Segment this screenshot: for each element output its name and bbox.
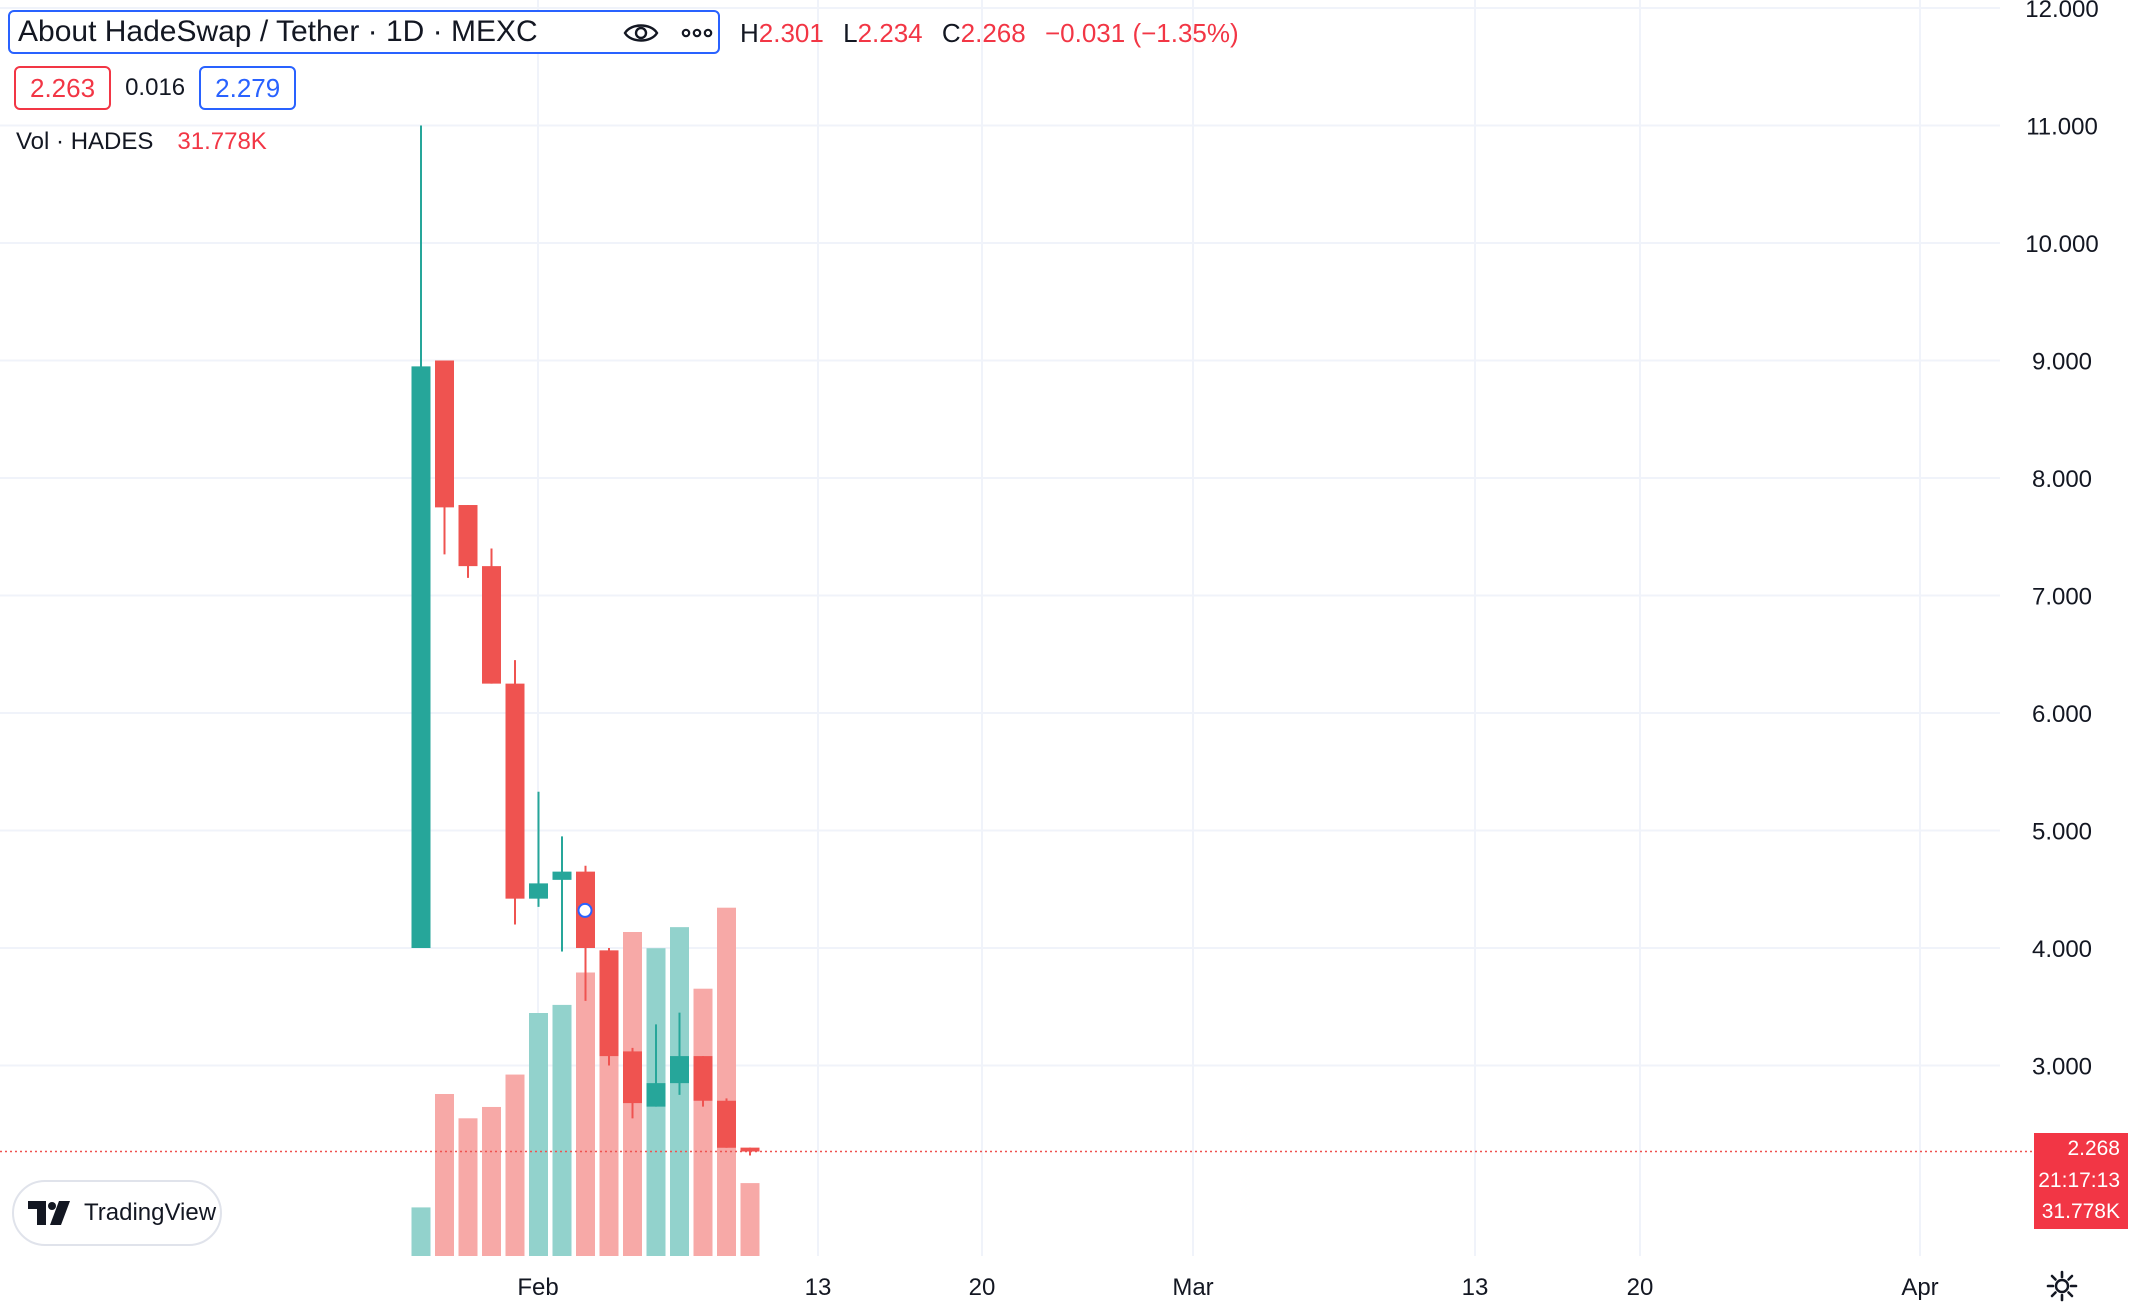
candle-body[interactable] (482, 566, 501, 684)
volume-bar (458, 1118, 478, 1256)
eye-icon[interactable] (622, 18, 660, 48)
time-axis-label[interactable]: Feb (517, 1274, 558, 1301)
sell-price-button[interactable]: 2.263 (14, 66, 112, 110)
volume-bar (411, 1207, 431, 1256)
symbol-legend[interactable]: About HadeSwap / Tether · 1D · MEXC (8, 10, 720, 54)
bar-countdown: 21:17:13 (2038, 1169, 2120, 1192)
time-axis-label[interactable]: 13 (805, 1274, 832, 1301)
trade-prices: 2.263 0.016 2.279 (14, 66, 297, 110)
candle-body[interactable] (599, 950, 619, 1057)
more-horizontal-icon[interactable] (678, 18, 716, 48)
close-value: 2.268 (960, 18, 1026, 48)
volume-bar (435, 1094, 454, 1256)
price-axis-label: 3.000 (2032, 1054, 2092, 1081)
candle-body[interactable] (717, 1100, 736, 1148)
price-axis-label: 12.000 (2025, 0, 2098, 23)
candle-body[interactable] (552, 871, 572, 880)
candle-body[interactable] (740, 1147, 760, 1152)
time-axis-label[interactable]: Mar (1172, 1274, 1213, 1301)
time-axis-label[interactable]: 20 (969, 1274, 996, 1301)
settings-gear-icon[interactable] (2046, 1270, 2078, 1307)
close-label: C (941, 18, 961, 48)
candle-body[interactable] (623, 1051, 642, 1104)
volume-value: 31.778K (177, 128, 267, 155)
price-axis-label: 5.000 (2032, 819, 2092, 846)
candle-body[interactable] (435, 360, 454, 508)
high-value: 2.301 (758, 18, 824, 48)
change-value: −0.031 (−1.35%) (1044, 18, 1239, 48)
price-axis-label: 9.000 (2032, 349, 2092, 376)
tradingview-logo[interactable]: TradingView (12, 1180, 222, 1246)
candle-body[interactable] (529, 883, 548, 899)
symbol-title[interactable]: About HadeSwap / Tether · 1D · MEXC (18, 15, 538, 48)
volume-bar (717, 907, 736, 1256)
price-axis-label: 10.000 (2025, 231, 2098, 258)
ohlc-values: H2.301 L2.234 C2.268 −0.031 (−1.35%) (740, 18, 1251, 49)
candle-body[interactable] (458, 505, 478, 567)
price-axis-label: 11.000 (2026, 114, 2098, 141)
low-value: 2.234 (857, 18, 923, 48)
volume-label: Vol · HADES (16, 128, 154, 155)
volume-bar (693, 988, 713, 1256)
price-axis-label: 8.000 (2032, 466, 2092, 493)
volume-bar (529, 1013, 548, 1256)
tradingview-logo-icon (28, 1201, 70, 1225)
time-axis-label[interactable]: 20 (1627, 1274, 1654, 1301)
volume-bar (505, 1074, 525, 1256)
event-marker[interactable] (577, 902, 593, 918)
time-axis-label[interactable]: 13 (1462, 1274, 1489, 1301)
volume-legend[interactable]: Vol · HADES 31.778K (16, 128, 267, 156)
candle-body[interactable] (411, 366, 431, 948)
candle-body[interactable] (505, 683, 525, 899)
last-price-tag: 2.268 21:17:13 (2034, 1133, 2128, 1195)
price-axis-label: 7.000 (2032, 584, 2092, 611)
volume-bar (482, 1106, 501, 1256)
last-volume-tag: 31.778K (2034, 1195, 2128, 1229)
price-axis-label: 6.000 (2032, 701, 2092, 728)
spread-value: 0.016 (125, 74, 186, 101)
tradingview-label: TradingView (84, 1199, 217, 1226)
price-axis-label: 4.000 (2032, 936, 2092, 963)
low-label: L (843, 18, 858, 48)
time-axis-label[interactable]: Apr (1901, 1274, 1938, 1301)
candle-body[interactable] (693, 1056, 713, 1101)
volume-bar (576, 972, 595, 1256)
last-price-value: 2.268 (2067, 1137, 2120, 1160)
volume-bar (740, 1183, 760, 1256)
volume-bar (552, 1004, 572, 1256)
candle-body[interactable] (646, 1083, 666, 1107)
high-label: H (740, 18, 759, 48)
candle-body[interactable] (670, 1056, 689, 1084)
buy-price-button[interactable]: 2.279 (199, 66, 297, 110)
